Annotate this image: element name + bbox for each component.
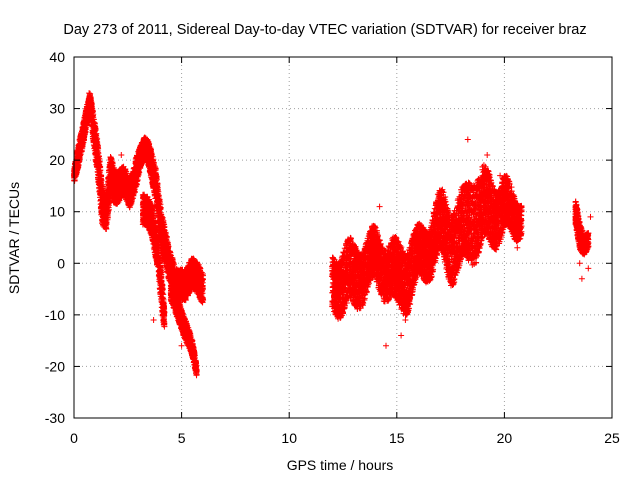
data-points [71,90,594,379]
